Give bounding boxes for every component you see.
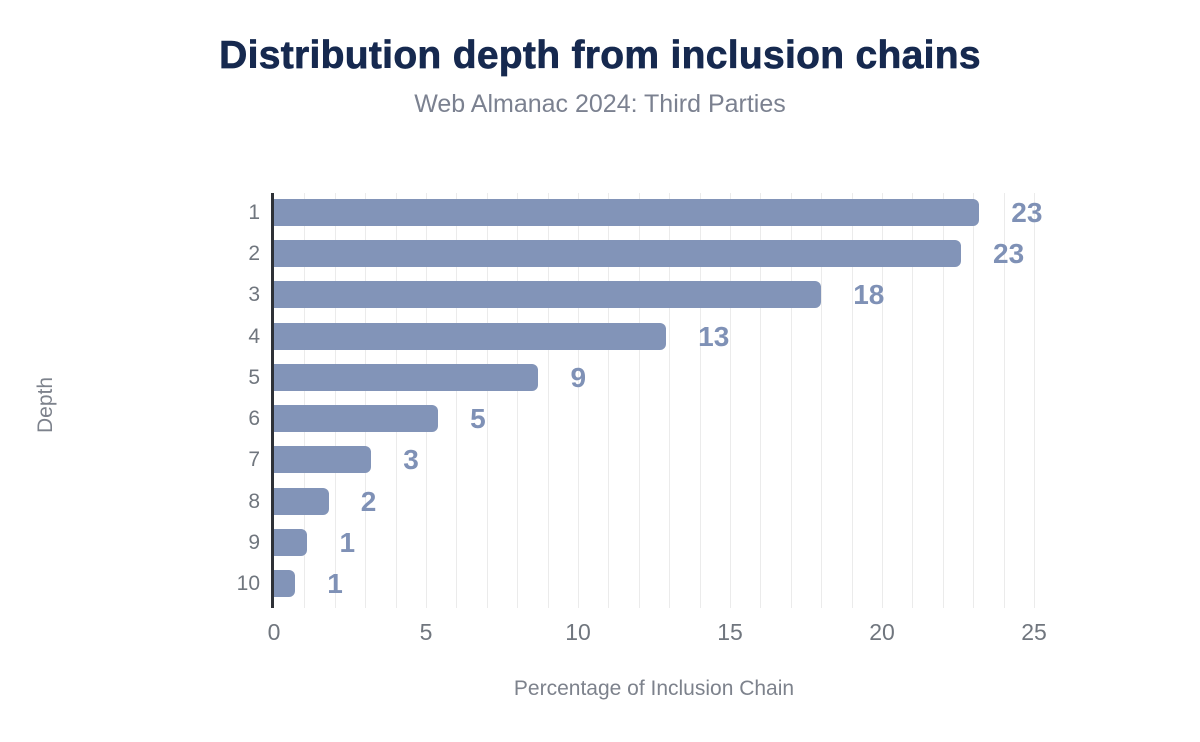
gridline xyxy=(730,193,731,608)
bar-depth-1 xyxy=(274,199,980,226)
gridline xyxy=(699,193,701,608)
bar-row-depth-3: 3 18 xyxy=(248,279,1034,311)
gridline xyxy=(760,193,762,608)
bar-row-depth-2: 2 23 xyxy=(248,238,1034,270)
gridline xyxy=(365,193,367,608)
gridline xyxy=(821,193,823,608)
y-axis-label: Depth xyxy=(34,376,57,434)
bar-row-depth-10: 10 1 xyxy=(237,567,1034,599)
x-tick-label: 0 xyxy=(267,619,281,645)
bar-row-depth-1: 1 23 xyxy=(248,199,1042,227)
gridline xyxy=(942,193,944,608)
x-tick-label: 15 xyxy=(717,619,743,645)
plot-area: 1 23 2 23 3 18 4 13 5 9 6 5 7 3 8 2 9 1 10 1 xyxy=(237,193,1042,608)
gridline xyxy=(334,193,336,608)
bar-depth-5 xyxy=(274,363,539,391)
bar-depth-10 xyxy=(274,569,296,597)
gridline xyxy=(851,193,853,608)
gridline xyxy=(973,193,975,608)
gridline xyxy=(456,193,458,608)
bar-depth-6 xyxy=(274,405,439,433)
gridline xyxy=(1003,193,1005,608)
x-tick-label: 5 xyxy=(419,619,433,645)
y-category-label: 5 xyxy=(248,365,260,389)
x-tick-label: 25 xyxy=(1021,619,1047,645)
gridline xyxy=(486,193,488,608)
bar-value-label: 2 xyxy=(360,485,377,517)
y-category-label: 7 xyxy=(248,448,260,472)
bar-depth-7 xyxy=(274,446,372,474)
bar-depth-4 xyxy=(274,322,667,350)
gridline xyxy=(790,193,792,608)
gridline xyxy=(669,193,671,608)
y-axis-line xyxy=(271,193,274,608)
bar-value-label: 23 xyxy=(1011,197,1043,228)
bar-depth-2 xyxy=(274,240,962,268)
bar-depth-9 xyxy=(274,528,308,556)
bar-value-label: 18 xyxy=(853,279,885,311)
bar-value-label: 23 xyxy=(993,238,1025,270)
y-category-label: 2 xyxy=(248,242,260,266)
x-tick-label: 20 xyxy=(869,619,895,645)
gridline xyxy=(304,193,306,608)
bar-depth-3 xyxy=(274,281,822,309)
y-category-label: 3 xyxy=(248,283,260,307)
y-category-label: 4 xyxy=(248,324,260,348)
gridline xyxy=(517,193,519,608)
x-axis-label: Percentage of Inclusion Chain xyxy=(513,677,795,700)
gridline xyxy=(608,193,610,608)
bar-value-label: 13 xyxy=(698,320,730,352)
gridline xyxy=(638,193,640,608)
bar-value-label: 5 xyxy=(470,403,486,435)
bar-value-label: 3 xyxy=(403,444,419,476)
x-tick-label: 10 xyxy=(565,619,591,645)
bar-row-depth-4: 4 13 xyxy=(248,320,1034,352)
gridline xyxy=(1034,193,1035,608)
y-category-label: 6 xyxy=(248,407,260,431)
bar-value-label: 9 xyxy=(570,361,587,393)
x-axis-ticks: 0 5 10 15 20 25 xyxy=(268,619,1047,649)
gridline xyxy=(395,193,397,608)
gridline xyxy=(578,193,579,608)
bar-depth-8 xyxy=(274,487,329,515)
y-category-label: 8 xyxy=(248,489,260,513)
y-category-label: 1 xyxy=(248,201,260,224)
chart-title: Distribution depth from inclusion chains xyxy=(219,34,981,78)
bar-value-label: 1 xyxy=(339,526,356,558)
bar-value-label: 1 xyxy=(327,567,343,599)
chart-subtitle: Web Almanac 2024: Third Parties xyxy=(414,90,786,118)
gridline xyxy=(912,193,914,608)
gridline xyxy=(426,193,427,608)
y-category-label: 10 xyxy=(236,571,260,595)
gridline xyxy=(547,193,549,608)
y-category-label: 9 xyxy=(248,530,260,554)
gridline xyxy=(882,193,883,608)
